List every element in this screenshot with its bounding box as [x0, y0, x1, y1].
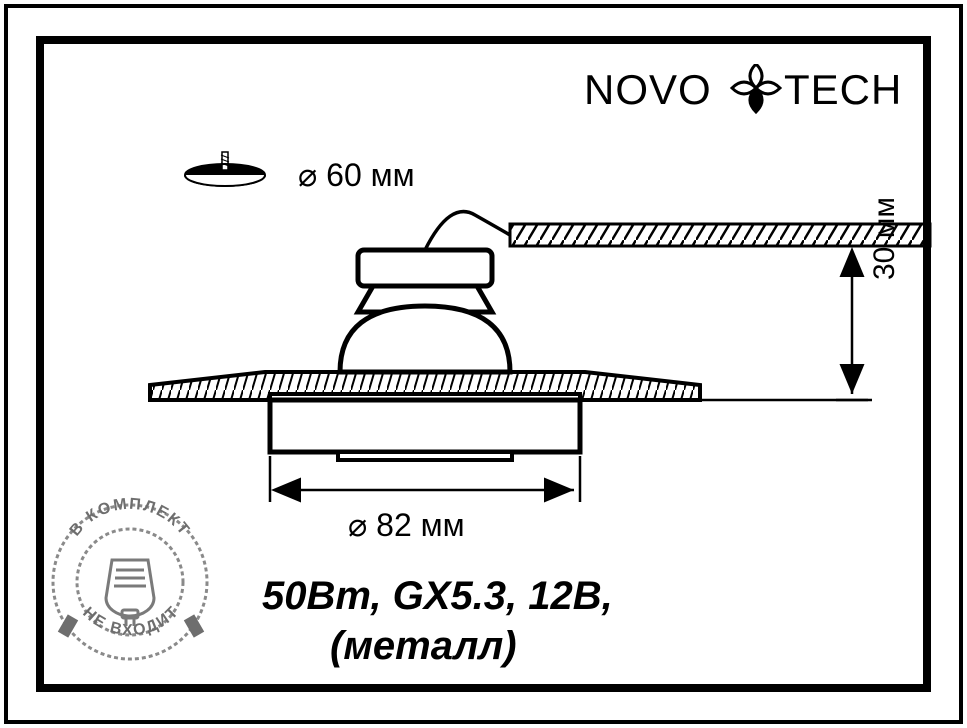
not-included-badge: В КОМПЛЕКТ НЕ ВХОДИТ	[52, 496, 208, 660]
spec-line-1: 50Вт, GX5.3, 12В,	[262, 574, 613, 619]
spec-line-2: (металл)	[330, 624, 517, 669]
cutout-diameter-label: ⌀ 60 мм	[298, 156, 415, 194]
fixture-body	[270, 400, 580, 452]
fixture-wire	[425, 212, 510, 250]
diameter-label: ⌀ 82 мм	[348, 506, 465, 544]
ceiling-section	[510, 224, 930, 246]
fixture-trim	[150, 372, 700, 400]
dim-diameter	[270, 456, 580, 502]
fixture-lens	[338, 452, 512, 460]
height-label: 30 мм	[868, 197, 902, 280]
fixture-dome	[340, 306, 510, 372]
fixture-base-top	[358, 250, 492, 286]
dim-height	[700, 246, 872, 400]
screw-icon	[185, 152, 265, 186]
